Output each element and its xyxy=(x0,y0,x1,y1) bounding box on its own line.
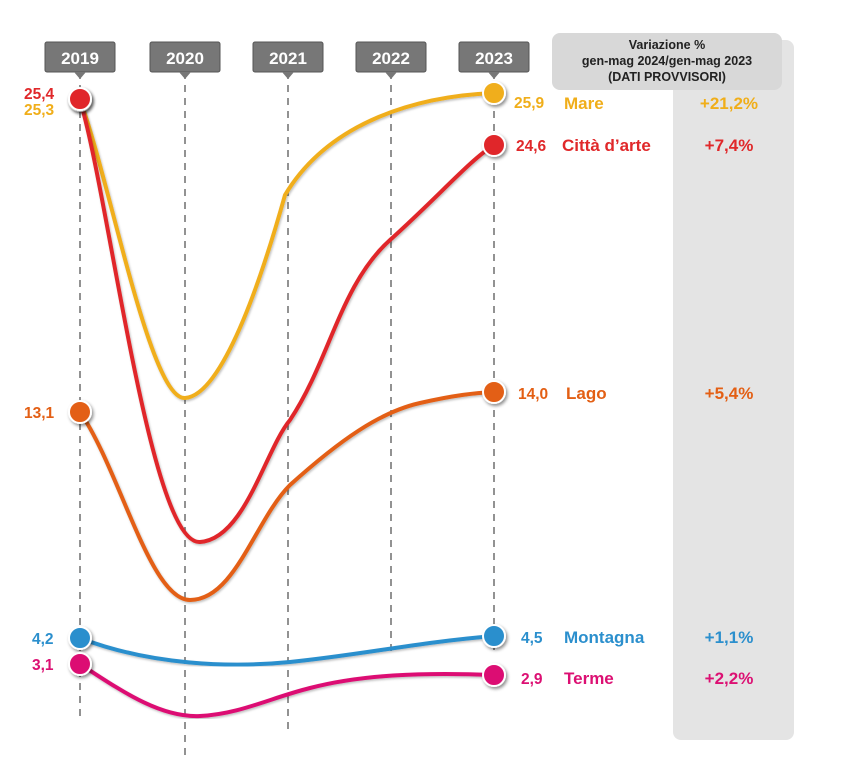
marker-citta-darte-2019 xyxy=(68,87,92,111)
series-line-montagna xyxy=(78,634,496,667)
series-line-mare xyxy=(78,91,496,401)
year-label-2022: 2022 xyxy=(372,49,410,68)
marker-terme-2023 xyxy=(482,663,506,687)
change-panel-header xyxy=(552,33,782,90)
year-tab-2023: 2023 xyxy=(458,41,530,79)
start-label-lago: 13,1 xyxy=(24,405,55,422)
series-name-mare: Mare xyxy=(564,94,604,113)
series-markers xyxy=(68,81,506,687)
marker-lago-2023 xyxy=(482,380,506,404)
series-lines xyxy=(78,91,496,719)
marker-mare-2023 xyxy=(482,81,506,105)
header-line-2: gen-mag 2024/gen-mag 2023 xyxy=(582,54,752,68)
series-name-terme: Terme xyxy=(564,669,614,688)
start-label-citta-darte: 25,4 xyxy=(24,86,55,103)
year-label-2021: 2021 xyxy=(269,49,307,68)
marker-lago-2019 xyxy=(68,400,92,424)
year-axis: 2019 2020 2021 2022 2023 xyxy=(44,41,530,755)
change-mare: +21,2% xyxy=(700,94,758,113)
series-line-lago xyxy=(78,390,496,603)
change-terme: +2,2% xyxy=(705,669,754,688)
year-tab-2021: 2021 xyxy=(252,41,324,79)
year-tab-2022: 2022 xyxy=(355,41,427,79)
end-label-mare: 25,9 xyxy=(514,95,545,112)
end-label-montagna: 4,5 xyxy=(521,630,543,647)
marker-montagna-2023 xyxy=(482,624,506,648)
series-line-citta-darte xyxy=(78,98,496,545)
year-label-2019: 2019 xyxy=(61,49,99,68)
year-label-2020: 2020 xyxy=(166,49,204,68)
end-label-terme: 2,9 xyxy=(521,671,543,688)
change-lago: +5,4% xyxy=(705,384,754,403)
end-label-citta-darte: 24,6 xyxy=(516,138,547,155)
year-tab-2019: 2019 xyxy=(44,41,116,79)
marker-montagna-2019 xyxy=(68,626,92,650)
marker-citta-darte-2023 xyxy=(482,133,506,157)
start-label-montagna: 4,2 xyxy=(32,631,54,648)
marker-terme-2019 xyxy=(68,652,92,676)
start-label-terme: 3,1 xyxy=(32,657,54,674)
series-name-montagna: Montagna xyxy=(564,628,645,647)
year-label-2023: 2023 xyxy=(475,49,513,68)
year-tab-2020: 2020 xyxy=(149,41,221,79)
series-name-citta-darte: Città d’arte xyxy=(562,136,651,155)
start-label-mare: 25,3 xyxy=(24,102,55,119)
series-line-terme xyxy=(78,662,496,719)
series-name-lago: Lago xyxy=(566,384,607,403)
end-label-lago: 14,0 xyxy=(518,386,548,403)
change-panel xyxy=(673,40,794,740)
header-line-3: (DATI PROVVISORI) xyxy=(608,70,726,84)
header-line-1: Variazione % xyxy=(629,38,705,52)
change-montagna: +1,1% xyxy=(705,628,754,647)
change-citta-darte: +7,4% xyxy=(705,136,754,155)
